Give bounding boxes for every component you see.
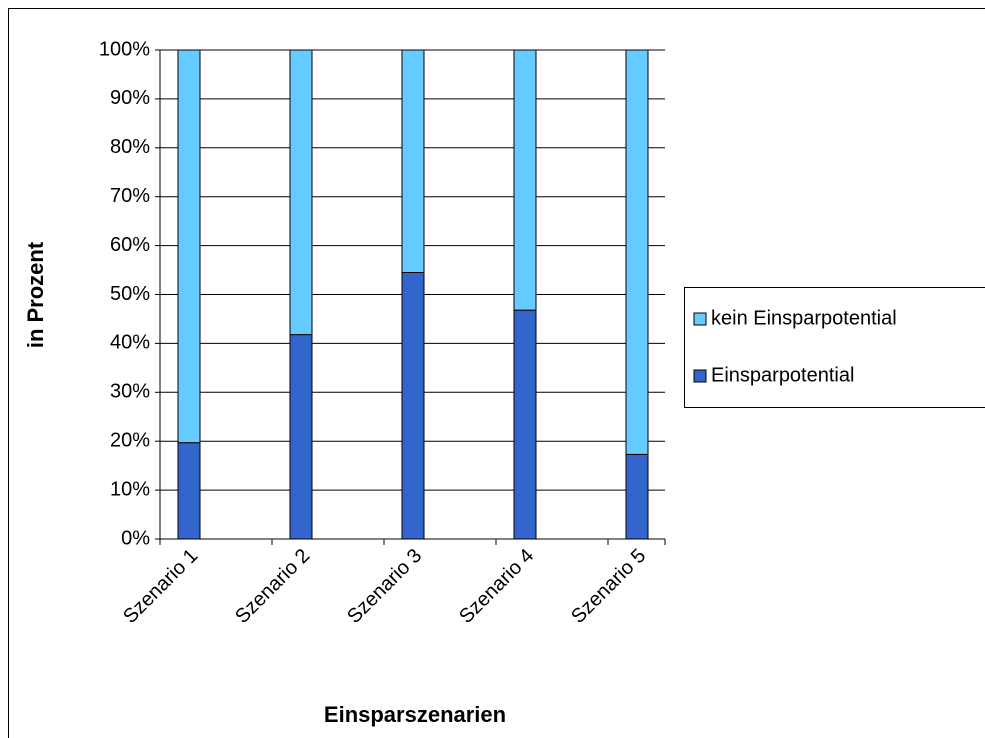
y-tick-label: 20% [110,429,150,451]
bar-segment [401,271,425,540]
bar-segment [177,442,201,540]
y-tick-label: 60% [110,234,150,256]
bar-segment [513,309,537,540]
legend-swatch [693,312,707,326]
bar-segment [625,49,649,455]
bar-segment [513,49,537,311]
y-axis-title: in Prozent [23,241,48,348]
x-axis-title: Einsparszenarien [324,702,506,727]
y-tick-label: 90% [110,87,150,109]
legend-label: kein Einsparpotential [711,307,897,329]
bar-segment [625,453,649,540]
legend-box [684,287,985,408]
y-tick-label: 100% [99,38,150,60]
y-tick-label: 0% [121,527,150,549]
legend-label: Einsparpotential [711,364,854,386]
y-tick-label: 40% [110,332,150,354]
y-tick-label: 10% [110,478,150,500]
y-tick-label: 80% [110,136,150,158]
bar-segment [289,49,313,336]
legend-swatch [693,369,707,383]
bar-segment [289,334,313,540]
bar-segment [401,49,425,273]
bar-segment [177,49,201,444]
y-tick-label: 70% [110,185,150,207]
y-tick-label: 50% [110,283,150,305]
y-tick-label: 30% [110,381,150,403]
